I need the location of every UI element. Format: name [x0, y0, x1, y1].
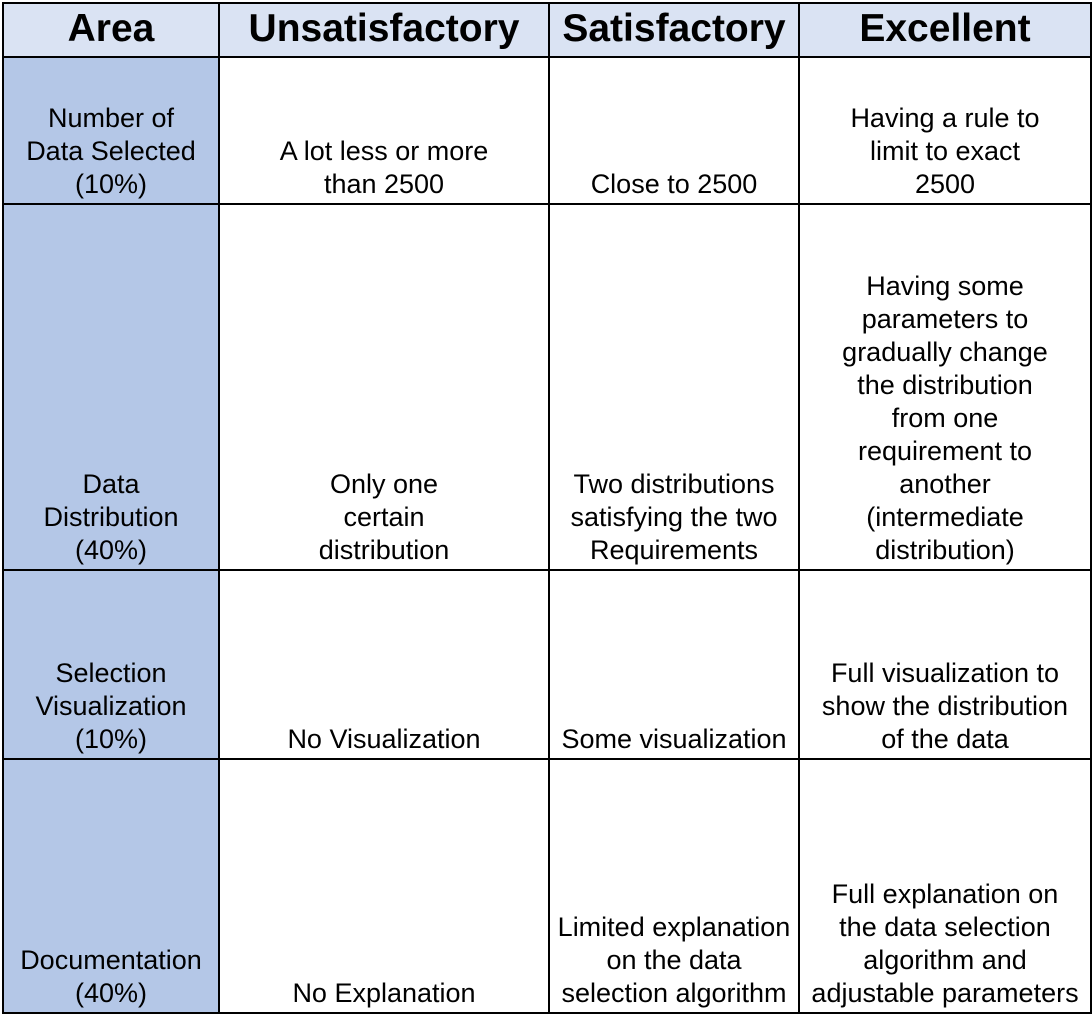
- excellent-text: Having a rule to limit to exact 2500: [850, 103, 1040, 199]
- unsatisfactory-text: A lot less or more than 2500: [279, 136, 489, 199]
- excellent-text: Full visualization to show the distribut…: [821, 658, 1069, 754]
- table-row: Selection Visualization (10%) No Visuali…: [2, 569, 1092, 760]
- area-cell: Selection Visualization (10%): [2, 569, 220, 760]
- unsatisfactory-text: No Explanation: [292, 978, 476, 1008]
- satisfactory-cell: Limited explanation on the data selectio…: [548, 758, 800, 1014]
- excellent-cell: Full explanation on the data selection a…: [798, 758, 1092, 1014]
- area-label: Number of Data Selected (10%): [26, 103, 196, 199]
- header-unsatisfactory: Unsatisfactory: [218, 2, 550, 58]
- area-cell: Data Distribution (40%): [2, 203, 220, 571]
- unsatisfactory-cell: No Visualization: [218, 569, 550, 760]
- area-label: Documentation (40%): [20, 945, 202, 1008]
- excellent-text: Full explanation on the data selection a…: [811, 879, 1079, 1008]
- unsatisfactory-cell: Only one certain distribution: [218, 203, 550, 571]
- header-satisfactory: Satisfactory: [548, 2, 800, 58]
- area-cell: Documentation (40%): [2, 758, 220, 1014]
- rubric-header: Area Unsatisfactory Satisfactory Excelle…: [2, 2, 1092, 58]
- satisfactory-text: Some visualization: [561, 724, 787, 754]
- satisfactory-cell: Close to 2500: [548, 56, 800, 205]
- header-area: Area: [2, 2, 220, 58]
- table-row: Data Distribution (40%) Only one certain…: [2, 203, 1092, 571]
- header-row: Area Unsatisfactory Satisfactory Excelle…: [2, 2, 1092, 58]
- table-row: Number of Data Selected (10%) A lot less…: [2, 56, 1092, 205]
- excellent-cell: Having a rule to limit to exact 2500: [798, 56, 1092, 205]
- excellent-cell: Full visualization to show the distribut…: [798, 569, 1092, 760]
- satisfactory-text: Limited explanation on the data selectio…: [557, 912, 791, 1008]
- excellent-text: Having some parameters to gradually chan…: [842, 271, 1048, 565]
- excellent-cell: Having some parameters to gradually chan…: [798, 203, 1092, 571]
- satisfactory-cell: Some visualization: [548, 569, 800, 760]
- satisfactory-cell: Two distributions satisfying the two Req…: [548, 203, 800, 571]
- area-label: Data Distribution (40%): [43, 469, 179, 565]
- unsatisfactory-text: No Visualization: [287, 724, 481, 754]
- area-cell: Number of Data Selected (10%): [2, 56, 220, 205]
- satisfactory-text: Two distributions satisfying the two Req…: [570, 469, 778, 565]
- unsatisfactory-cell: A lot less or more than 2500: [218, 56, 550, 205]
- header-excellent: Excellent: [798, 2, 1092, 58]
- unsatisfactory-cell: No Explanation: [218, 758, 550, 1014]
- unsatisfactory-text: Only one certain distribution: [318, 469, 450, 565]
- table-row: Documentation (40%) No Explanation Limit…: [2, 758, 1092, 1014]
- area-label: Selection Visualization (10%): [35, 658, 187, 754]
- rubric-body: Number of Data Selected (10%) A lot less…: [2, 56, 1092, 1014]
- satisfactory-text: Close to 2500: [590, 169, 758, 199]
